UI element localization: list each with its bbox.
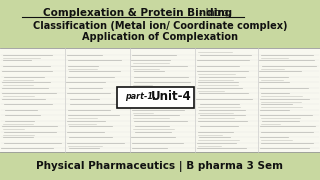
Text: Physical Pharmaceutics | B pharma 3 Sem: Physical Pharmaceutics | B pharma 3 Sem [36,161,284,172]
Text: Complexation & Protein Binding: Complexation & Protein Binding [44,8,233,18]
Text: - Intro,: - Intro, [199,8,231,18]
Text: Application of Complexation: Application of Complexation [82,32,238,42]
FancyBboxPatch shape [116,87,194,108]
Text: Classification (Metal ion/ Coordinate complex): Classification (Metal ion/ Coordinate co… [33,21,287,31]
Text: part-1,: part-1, [125,92,156,101]
Text: Unit-4: Unit-4 [151,90,191,103]
Bar [0,48,320,152]
